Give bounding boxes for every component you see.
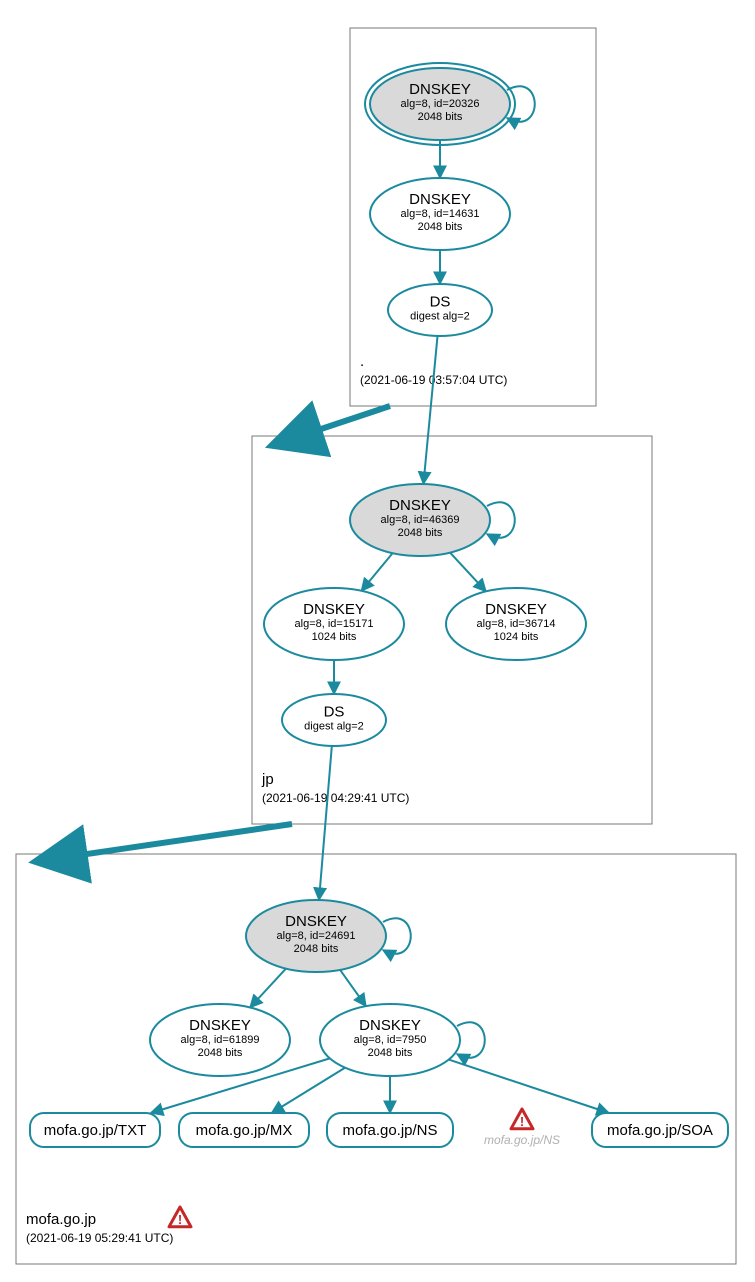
node-text: 2048 bits bbox=[294, 943, 339, 955]
node-text: 2048 bits bbox=[398, 527, 443, 539]
edge bbox=[423, 336, 437, 484]
node-text: digest alg=2 bbox=[410, 311, 470, 323]
node-n4: DNSKEYalg=8, id=463692048 bits bbox=[350, 484, 515, 556]
node-text: DNSKEY bbox=[189, 1017, 251, 1034]
node-text: 1024 bits bbox=[312, 631, 357, 643]
self-loop bbox=[457, 1022, 485, 1057]
edge bbox=[250, 969, 286, 1008]
node-text: 2048 bits bbox=[368, 1047, 413, 1059]
node-text: DNSKEY bbox=[409, 81, 471, 98]
node-text: alg=8, id=24691 bbox=[277, 930, 356, 942]
node-text: DNSKEY bbox=[409, 191, 471, 208]
node-text: DS bbox=[324, 704, 345, 721]
edge bbox=[361, 553, 392, 591]
node-text: 2048 bits bbox=[418, 221, 463, 233]
rrect-label: mofa.go.jp/NS bbox=[342, 1122, 437, 1139]
zone-label: jp bbox=[261, 771, 274, 788]
node-text: alg=8, id=20326 bbox=[401, 98, 480, 110]
node-text: alg=8, id=15171 bbox=[295, 618, 374, 630]
node-n1: DNSKEYalg=8, id=203262048 bits bbox=[365, 63, 535, 145]
node-text: alg=8, id=61899 bbox=[181, 1034, 260, 1046]
warning-exclaim: ! bbox=[178, 1212, 182, 1227]
zone-timestamp: (2021-06-19 04:29:41 UTC) bbox=[262, 791, 409, 805]
edge bbox=[319, 746, 332, 900]
edge bbox=[450, 553, 486, 592]
node-text: alg=8, id=46369 bbox=[381, 514, 460, 526]
node-text: digest alg=2 bbox=[304, 721, 364, 733]
node-text: alg=8, id=36714 bbox=[477, 618, 556, 630]
node-n6: DNSKEYalg=8, id=367141024 bits bbox=[446, 588, 586, 660]
node-r4: mofa.go.jp/SOA bbox=[592, 1113, 728, 1147]
node-text: DS bbox=[430, 294, 451, 311]
zone-timestamp: (2021-06-19 05:29:41 UTC) bbox=[26, 1231, 173, 1245]
dnssec-diagram: .(2021-06-19 03:57:04 UTC)jp(2021-06-19 … bbox=[0, 0, 755, 1282]
self-loop bbox=[383, 918, 411, 953]
zone-label: mofa.go.jp bbox=[26, 1211, 96, 1228]
node-text: 2048 bits bbox=[418, 111, 463, 123]
node-n8: DNSKEYalg=8, id=246912048 bits bbox=[246, 900, 411, 972]
node-n5: DNSKEYalg=8, id=151711024 bits bbox=[264, 588, 404, 660]
zone-edge bbox=[282, 406, 390, 442]
edge bbox=[272, 1068, 346, 1113]
node-n2: DNSKEYalg=8, id=146312048 bits bbox=[370, 178, 510, 250]
node-w1: ! mofa.go.jp/NS bbox=[484, 1109, 560, 1147]
node-text: DNSKEY bbox=[485, 601, 547, 618]
node-text: DNSKEY bbox=[285, 913, 347, 930]
node-r3: mofa.go.jp/NS bbox=[327, 1113, 453, 1147]
self-loop bbox=[487, 502, 515, 537]
node-n7: DSdigest alg=2 bbox=[282, 694, 386, 746]
node-text: DNSKEY bbox=[389, 497, 451, 514]
rrect-label: mofa.go.jp/TXT bbox=[44, 1122, 147, 1139]
node-r1: mofa.go.jp/TXT bbox=[30, 1113, 160, 1147]
node-text: DNSKEY bbox=[303, 601, 365, 618]
warning-exclaim: ! bbox=[520, 1114, 524, 1129]
node-n9: DNSKEYalg=8, id=618992048 bits bbox=[150, 1004, 290, 1076]
node-n10: DNSKEYalg=8, id=79502048 bits bbox=[320, 1004, 485, 1076]
node-text: 2048 bits bbox=[198, 1047, 243, 1059]
edge bbox=[340, 970, 366, 1006]
node-n3: DSdigest alg=2 bbox=[388, 284, 492, 336]
edge bbox=[449, 1060, 609, 1113]
warn-label-text: mofa.go.jp/NS bbox=[484, 1133, 560, 1147]
node-text: 1024 bits bbox=[494, 631, 539, 643]
zone-edge bbox=[46, 824, 292, 860]
node-text: DNSKEY bbox=[359, 1017, 421, 1034]
node-text: alg=8, id=7950 bbox=[354, 1034, 427, 1046]
rrect-label: mofa.go.jp/MX bbox=[196, 1122, 293, 1139]
node-text: alg=8, id=14631 bbox=[401, 208, 480, 220]
rrect-label: mofa.go.jp/SOA bbox=[607, 1122, 713, 1139]
zone-label: . bbox=[360, 353, 364, 370]
node-r2: mofa.go.jp/MX bbox=[179, 1113, 309, 1147]
